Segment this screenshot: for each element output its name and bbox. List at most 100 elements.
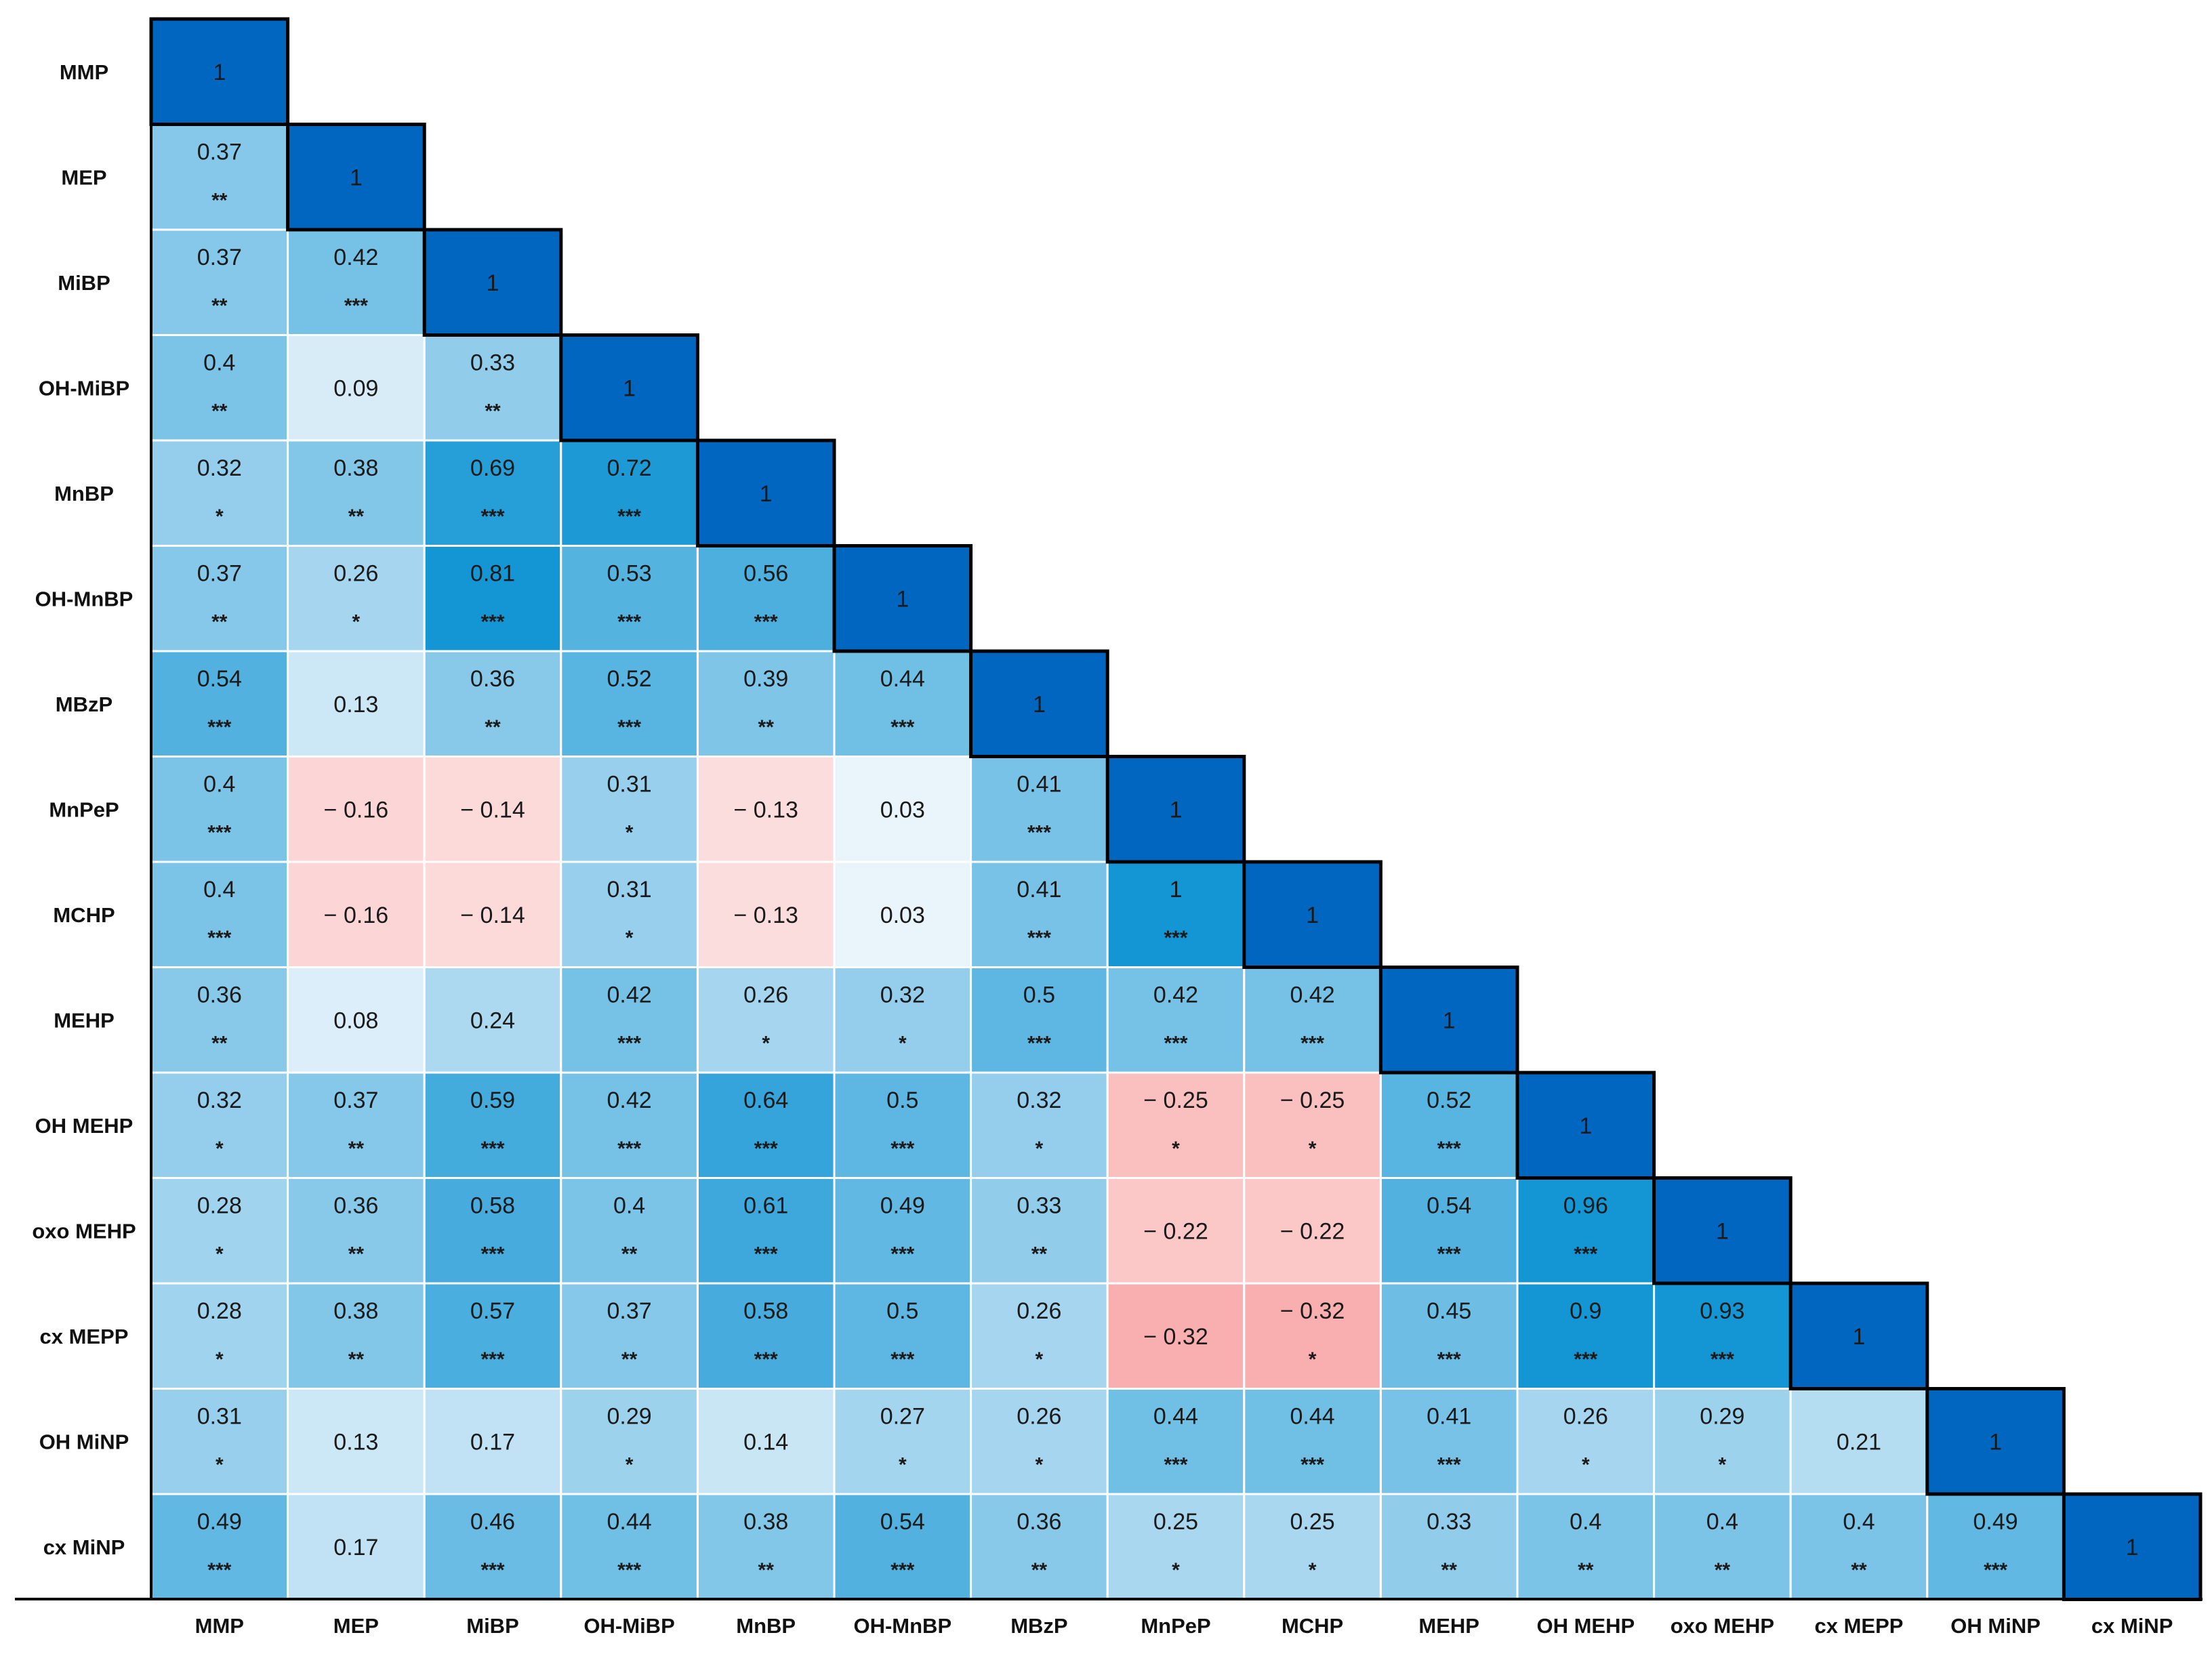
cell-value: 0.25 bbox=[1153, 1509, 1198, 1535]
cell-mbzp-mnbp bbox=[696, 650, 836, 758]
significance-stars: ** bbox=[758, 716, 775, 739]
cell-value: − 0.32 bbox=[1143, 1324, 1208, 1350]
cell-mnbp-mep bbox=[287, 439, 426, 547]
significance-stars: * bbox=[1309, 1138, 1317, 1160]
significance-stars: *** bbox=[754, 611, 778, 634]
cell-value: 0.32 bbox=[880, 982, 925, 1008]
cell-mehp-mibp bbox=[423, 966, 562, 1074]
cell-value: 0.96 bbox=[1563, 1193, 1608, 1219]
cell-value: 0.42 bbox=[607, 982, 652, 1008]
cell-value: 0.44 bbox=[1153, 1404, 1198, 1430]
cell-oh-minp-oh-mehp bbox=[1516, 1388, 1656, 1495]
cell-oh-mibp-mibp bbox=[423, 334, 562, 442]
cell-value: 0.36 bbox=[1017, 1509, 1061, 1535]
cell-value: 0.59 bbox=[470, 1088, 515, 1113]
cell-value: 0.4 bbox=[1570, 1509, 1601, 1535]
significance-stars: * bbox=[1582, 1454, 1590, 1476]
cell-value: 0.28 bbox=[197, 1193, 242, 1219]
cell-value: 0.41 bbox=[1017, 877, 1061, 903]
row-label-mibp: MiBP bbox=[58, 271, 110, 295]
cell-value: − 0.25 bbox=[1280, 1088, 1345, 1113]
cell-value: 0.24 bbox=[470, 1008, 515, 1033]
significance-stars: *** bbox=[754, 1243, 778, 1266]
cell-value: 0.32 bbox=[197, 1088, 242, 1113]
cell-mchp-mchp bbox=[1242, 860, 1382, 969]
row-label-mnpep: MnPeP bbox=[49, 798, 119, 821]
cell-mep-mep bbox=[286, 123, 426, 232]
cell-value: 0.13 bbox=[333, 692, 378, 718]
cell-mnpep-mbzp bbox=[970, 755, 1109, 863]
significance-stars: * bbox=[1172, 1559, 1180, 1581]
significance-stars: *** bbox=[1027, 822, 1051, 844]
cell-mnbp-mnbp bbox=[695, 438, 836, 547]
cell-oh-mnbp-oh-mnbp bbox=[832, 544, 973, 653]
cell-value: − 0.22 bbox=[1280, 1218, 1345, 1244]
cell-oxo-mehp-mchp bbox=[1243, 1177, 1382, 1285]
cell-value: − 0.22 bbox=[1143, 1218, 1208, 1244]
significance-stars: *** bbox=[1300, 1454, 1324, 1476]
cell-value: 0.13 bbox=[333, 1429, 378, 1455]
cell-value: 1 bbox=[1443, 1008, 1456, 1033]
col-label-oxo-mehp: oxo MEHP bbox=[1671, 1614, 1774, 1638]
cell-cx-minp-mnbp bbox=[696, 1493, 836, 1600]
cell-value: 0.39 bbox=[743, 666, 788, 692]
cell-value: 1 bbox=[1306, 903, 1319, 928]
cell-mbzp-mibp bbox=[423, 650, 562, 758]
cell-oh-minp-mnbp bbox=[696, 1388, 836, 1495]
cell-value: 0.26 bbox=[1017, 1404, 1061, 1430]
cell-value: 1 bbox=[213, 60, 226, 85]
cell-oh-minp-mehp bbox=[1379, 1388, 1519, 1495]
significance-stars: * bbox=[216, 1348, 224, 1371]
cell-value: 1 bbox=[760, 481, 773, 507]
cell-value: 0.5 bbox=[886, 1298, 918, 1324]
significance-stars: ** bbox=[1441, 1559, 1458, 1581]
cell-value: 0.52 bbox=[1427, 1088, 1471, 1113]
cell-value: 1 bbox=[1170, 877, 1183, 903]
significance-stars: ** bbox=[211, 295, 228, 317]
cell-mehp-mmp bbox=[150, 966, 289, 1074]
cell-value: 0.4 bbox=[613, 1193, 645, 1219]
cell-value: 1 bbox=[1989, 1429, 2002, 1455]
significance-stars: *** bbox=[1574, 1243, 1597, 1266]
significance-stars: *** bbox=[1027, 927, 1051, 949]
cell-value: 1 bbox=[1170, 797, 1183, 823]
significance-stars: ** bbox=[211, 611, 228, 634]
significance-stars: ** bbox=[211, 400, 228, 423]
significance-stars: *** bbox=[890, 1348, 914, 1371]
diagonal-layer bbox=[149, 17, 2203, 1601]
cell-value: 0.37 bbox=[197, 561, 242, 587]
cell-oh-mehp-mmp bbox=[150, 1071, 289, 1179]
cell-cx-mepp-mchp bbox=[1243, 1282, 1382, 1390]
cell-mehp-oh-mibp bbox=[560, 966, 699, 1074]
significance-stars: ** bbox=[1031, 1559, 1048, 1581]
significance-stars: *** bbox=[617, 716, 641, 739]
significance-stars: *** bbox=[344, 295, 368, 317]
col-label-mchp: MCHP bbox=[1282, 1614, 1343, 1638]
significance-stars: ** bbox=[211, 190, 228, 212]
cell-value: 0.31 bbox=[607, 772, 652, 798]
significance-stars: ** bbox=[348, 1348, 365, 1371]
cell-value: 1 bbox=[1579, 1113, 1592, 1139]
cell-value: 0.29 bbox=[607, 1404, 652, 1430]
cell-oh-mehp-mnpep bbox=[1106, 1071, 1246, 1179]
cell-oh-mehp-mchp bbox=[1243, 1071, 1382, 1179]
cell-value: 0.44 bbox=[607, 1509, 652, 1535]
cell-value: 1 bbox=[1716, 1218, 1729, 1244]
significance-stars: ** bbox=[1578, 1559, 1594, 1581]
row-label-oh-mibp: OH-MiBP bbox=[39, 376, 129, 400]
row-label-mep: MEP bbox=[61, 165, 106, 189]
cell-mbzp-oh-mibp bbox=[560, 650, 699, 758]
cell-value: 0.26 bbox=[743, 982, 788, 1008]
significance-stars: *** bbox=[480, 611, 504, 634]
cell-value: 0.09 bbox=[333, 375, 378, 401]
cell-mnbp-oh-mibp bbox=[560, 439, 699, 547]
cell-oh-minp-mbzp bbox=[970, 1388, 1109, 1495]
significance-stars: ** bbox=[758, 1559, 775, 1581]
cell-oh-mehp-oh-mehp bbox=[1515, 1071, 1656, 1180]
cell-value: 0.49 bbox=[880, 1193, 925, 1219]
significance-stars: *** bbox=[480, 1348, 504, 1371]
significance-stars: *** bbox=[1984, 1559, 2007, 1581]
row-label-mbzp: MBzP bbox=[56, 692, 112, 716]
